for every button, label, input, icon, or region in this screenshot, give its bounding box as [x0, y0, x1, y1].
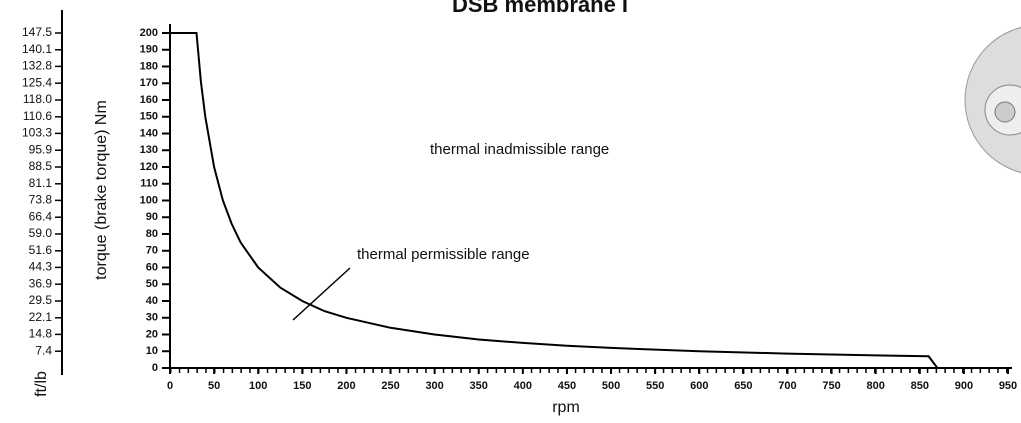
- y-tick-label: 160: [140, 94, 158, 106]
- y2-tick-label: 36.9: [29, 276, 53, 290]
- annotation: thermal inadmissible range: [430, 141, 609, 158]
- y2-tick-label: 59.0: [29, 226, 53, 240]
- y2-tick-label: 103.3: [22, 126, 52, 140]
- chart: DSB membrane I rpm torque (brake torque)…: [0, 0, 1021, 423]
- x-tick-label: 50: [208, 380, 220, 392]
- y-tick-label: 200: [140, 27, 158, 39]
- y2-tick-label: 147.5: [22, 25, 52, 39]
- x-tick-label: 750: [822, 380, 840, 392]
- x-tick-label: 950: [999, 380, 1017, 392]
- y2-tick-label: 132.8: [22, 59, 52, 73]
- y-tick-label: 30: [146, 312, 158, 324]
- y2-tick-label: 140.1: [22, 42, 52, 56]
- y-tick-label: 110: [140, 178, 158, 190]
- x-tick-label: 150: [293, 380, 311, 392]
- y-tick-label: 150: [140, 111, 158, 123]
- x-tick-label: 800: [867, 380, 885, 392]
- y-tick-label: 120: [140, 161, 158, 173]
- annotation: thermal permissible range: [357, 246, 530, 263]
- x-tick-label: 650: [734, 380, 752, 392]
- x-tick-label: 0: [167, 380, 173, 392]
- y-tick-label: 60: [146, 261, 158, 273]
- y2-tick-label: 22.1: [29, 310, 53, 324]
- y2-tick-label: 66.4: [29, 209, 53, 223]
- y-tick-label: 140: [140, 127, 158, 139]
- y-tick-label: 10: [146, 345, 158, 357]
- x-tick-label: 850: [911, 380, 929, 392]
- y-tick-label: 130: [140, 144, 158, 156]
- y2-tick-label: 88.5: [29, 159, 53, 173]
- chart-title: DSB membrane I: [452, 0, 628, 17]
- y-tick-label: 0: [152, 362, 158, 374]
- y-tick-label: 180: [140, 60, 158, 72]
- x-tick-label: 600: [690, 380, 708, 392]
- y-tick-label: 40: [146, 295, 158, 307]
- y2-tick-label: 44.3: [29, 260, 53, 274]
- y2-tick-label: 110.6: [23, 109, 52, 123]
- y-tick-label: 80: [146, 228, 158, 240]
- y-tick-label: 70: [146, 245, 158, 257]
- y2-tick-label: 51.6: [29, 243, 53, 257]
- x-tick-label: 700: [778, 380, 796, 392]
- x-axis-label: rpm: [552, 399, 580, 416]
- y2-tick-label: 118.0: [23, 92, 52, 106]
- y-tick-label: 20: [146, 328, 158, 340]
- x-tick-label: 250: [381, 380, 399, 392]
- y2-tick-label: 81.1: [29, 176, 53, 190]
- y-tick-label: 170: [140, 77, 158, 89]
- y2-tick-label: 29.5: [29, 293, 53, 307]
- y-tick-label: 190: [140, 44, 158, 56]
- y-tick-label: 90: [146, 211, 158, 223]
- x-tick-label: 900: [955, 380, 973, 392]
- annotation-pointer: [293, 268, 350, 320]
- y2-tick-label: 95.9: [29, 142, 53, 156]
- y2-tick-label: 125.4: [22, 75, 52, 89]
- x-tick-label: 100: [249, 380, 267, 392]
- x-tick-label: 200: [337, 380, 355, 392]
- y-tick-label: 50: [146, 278, 158, 290]
- disc-image: [965, 25, 1021, 175]
- x-tick-label: 350: [470, 380, 488, 392]
- line: [170, 33, 937, 368]
- x-tick-label: 400: [514, 380, 532, 392]
- x-tick-label: 550: [646, 380, 664, 392]
- x-tick-label: 450: [558, 380, 576, 392]
- y2-tick-label: 7.4: [35, 343, 52, 357]
- y-tick-label: 100: [140, 194, 158, 206]
- x-tick-label: 300: [425, 380, 443, 392]
- y2-tick-label: 14.8: [29, 327, 53, 341]
- y2-axis-label: ft/lb: [33, 371, 50, 397]
- y-axis-label: torque (brake torque) Nm: [93, 100, 110, 280]
- x-tick-label: 500: [602, 380, 620, 392]
- y2-tick-label: 73.8: [29, 193, 53, 207]
